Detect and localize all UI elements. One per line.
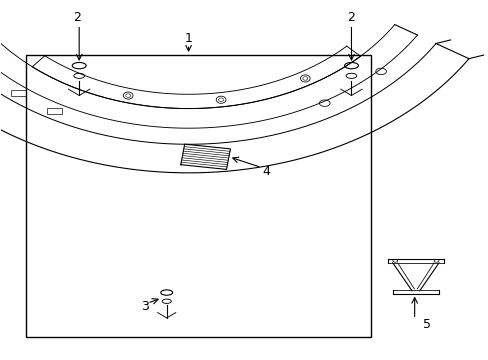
Text: 2: 2 (73, 11, 81, 24)
Text: 4: 4 (262, 165, 270, 177)
Text: 2: 2 (347, 11, 355, 24)
Bar (46, 108, 62, 114)
Bar (26, 55, 370, 337)
Text: 1: 1 (184, 32, 192, 45)
Text: 5: 5 (422, 318, 430, 331)
Bar (11, 90, 26, 96)
Text: 3: 3 (141, 300, 148, 313)
